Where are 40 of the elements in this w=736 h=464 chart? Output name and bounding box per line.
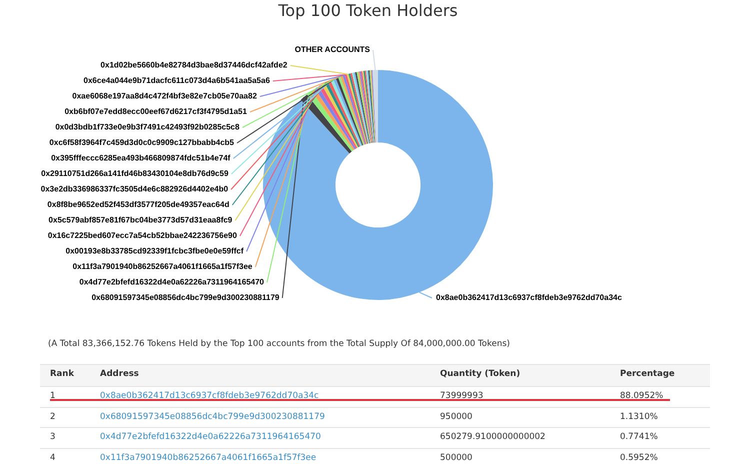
slice-label: 0x4d77e2bfefd16322d4e0a62226a7311964165470 [79, 278, 265, 287]
text: 0.5952% [620, 452, 658, 462]
text: 88.0952% [620, 391, 664, 401]
slice-label: OTHER ACCOUNTS [294, 45, 371, 54]
slice-label: 0xb6bf07e7edd8ecc00eef67d6217cf3f4795d1a51 [64, 107, 248, 116]
text: 0x11f3a7901940b86252667a4061f1665a1f57f3ee [100, 452, 316, 462]
text: 0x4d77e2bfefd16322d4e0a62226a7311964165470 [100, 432, 321, 442]
text: 500000 [440, 452, 472, 462]
slice-label: 0x8f8be9652ed52f453df3577f205de49357eac64d [47, 200, 230, 210]
slice-label: 0x16c7225bed607ecc7a54cb52bbae242236756e90 [48, 231, 238, 240]
slice-label: 0x0d3bdb1f733e0e9b3f7491c42493f92b0285c5c8 [55, 122, 240, 132]
text: 1.1310% [620, 412, 658, 422]
text: (A Total 83,366,152.76 Tokens Held by the Top 100 accounts from the Total Supply Of 84,000,000.00 Tokens) [48, 339, 510, 349]
slice-label: 0xc6f58f3964f7c459d3d0c0c9909c127bbabb4cb5 [49, 138, 235, 148]
slice-label: 0x11f3a7901940b86252667a4061f1665a1f57f3ee [72, 262, 253, 272]
text: 4 [50, 452, 56, 462]
text: 3 [50, 432, 56, 442]
text: 0x8ae0b362417d13c6937cf8fdeb3e9762dd70a34c [100, 391, 319, 401]
text: Quantity (Token) [440, 369, 520, 379]
text: Rank [50, 369, 74, 379]
text: 1 [50, 391, 56, 401]
slice-label: 0x8ae0b362417d13c6937cf8fdeb3e9762dd70a34c [436, 293, 622, 302]
slice-label: 0x1d02be5660b4e82784d3bae8d37446dcf42afde2 [100, 60, 288, 70]
text: 950000 [440, 412, 472, 422]
text: 73999993 [440, 391, 484, 401]
slice-label: 0x5c579abf857e81f67bc04be3773d57d31eaa8fc9 [48, 216, 233, 225]
text: 650279.9100000000002 [440, 432, 546, 442]
slice-label: 0x3e2db336986337fc3505d4e6c882926d4402e4b0 [40, 184, 229, 194]
text: 2 [50, 412, 56, 422]
slice-label: 0x6ce4a044e9b71dacfc611c073d4a6b541aa5a5a6 [84, 76, 270, 86]
slice-label: 0xae6068e197aa8d4c472f4bf3e82e7cb05e70aa82 [72, 92, 258, 101]
chart-title: Top 100 Token Holders [277, 1, 458, 20]
slice-label: 0x00193e8b33785cd92339f1fcbc3fbe0e0e59ffcf [66, 246, 244, 256]
text: Percentage [620, 369, 675, 379]
slice-label: 0x395fffeccc6285ea493b466809874fdc51b4e74f [51, 154, 231, 163]
slice-label: 0x29110751d266a141fd46b83430104e8db76d9c59 [41, 169, 229, 178]
text: Address [100, 369, 139, 379]
slice-label: 0x68091597345e08856dc4bc799e9d300230881179 [92, 293, 280, 302]
text: 0.7741% [620, 432, 658, 442]
text: 0x68091597345e08856dc4bc799e9d300230881179 [100, 412, 325, 422]
